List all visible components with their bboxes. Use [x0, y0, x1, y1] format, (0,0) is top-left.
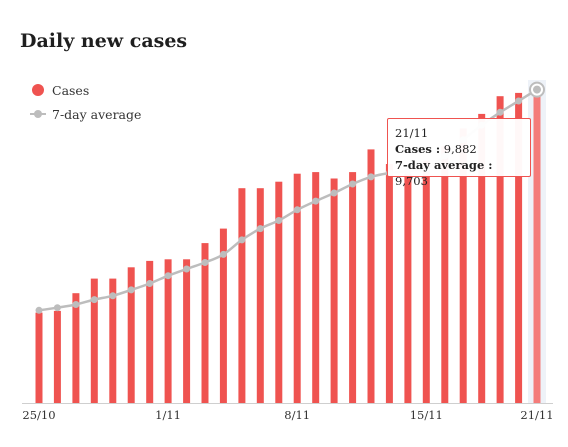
average-point-5/11 — [238, 236, 246, 244]
tooltip-cases-value: 9,882 — [443, 142, 477, 156]
legend-label-average: 7-day average — [52, 106, 142, 122]
average-point-28/10 — [90, 296, 98, 304]
bar-26/10 — [53, 310, 61, 403]
bar-16/11 — [441, 146, 449, 403]
bar-2/11 — [183, 259, 191, 403]
legend-item-cases[interactable]: Cases — [30, 78, 141, 102]
bar-30/10 — [127, 267, 135, 403]
x-tick-label-21/11: 21/11 — [520, 408, 553, 422]
legend-item-average[interactable]: 7-day average — [30, 102, 141, 126]
tooltip-average-label: 7-day average : — [395, 158, 493, 172]
legend-label-cases: Cases — [52, 82, 90, 98]
average-point-8/11 — [293, 206, 301, 214]
average-point-20/11 — [515, 97, 523, 105]
bar-27/10 — [72, 293, 80, 403]
tooltip-cases-row: Cases : 9,882 — [395, 141, 523, 157]
tooltip-average-row: 7-day average : 9,703 — [395, 157, 523, 189]
x-tick-label-1/11: 1/11 — [155, 408, 181, 422]
average-point-26/10 — [53, 304, 61, 312]
bar-17/11 — [459, 128, 467, 403]
bar-14/11 — [404, 173, 412, 403]
tooltip-cases-label: Cases : — [395, 142, 441, 156]
bar-29/10 — [109, 278, 117, 403]
average-point-2/11 — [183, 265, 191, 273]
bar-31/10 — [146, 260, 154, 403]
average-point-10/11 — [330, 189, 338, 197]
bar-1/11 — [164, 259, 172, 403]
average-point-11/11 — [349, 180, 357, 188]
bar-25/10 — [35, 312, 43, 403]
bar-9/11 — [312, 172, 320, 403]
average-point-27/10 — [72, 301, 80, 308]
average-point-7/11 — [275, 217, 283, 224]
tooltip-average-value: 9,703 — [395, 174, 428, 188]
average-point-1/11 — [164, 272, 172, 280]
x-tick-label-25/10: 25/10 — [22, 408, 55, 422]
chart-tooltip: 21/11 Cases : 9,882 7-day average : 9,70… — [387, 118, 531, 188]
bar-6/11 — [256, 188, 264, 403]
x-tick-label-8/11: 8/11 — [284, 408, 310, 422]
tooltip-date: 21/11 — [395, 126, 429, 140]
average-point-29/10 — [109, 292, 117, 300]
average-point-9/11 — [312, 197, 320, 205]
average-point-19/11 — [496, 108, 504, 116]
bar-19/11 — [496, 96, 504, 403]
cases-swatch-icon — [32, 84, 44, 96]
average-point-12/11 — [367, 173, 375, 181]
bar-12/11 — [367, 149, 375, 403]
bar-28/10 — [90, 278, 98, 403]
average-point-30/10 — [127, 286, 135, 294]
average-point-4/11 — [219, 250, 227, 258]
bar-11/11 — [349, 172, 357, 403]
chart-title: Daily new cases — [20, 30, 188, 52]
bar-15/11 — [422, 160, 430, 404]
bar-3/11 — [201, 243, 209, 403]
average-swatch-icon — [30, 108, 46, 120]
average-point-21/11 — [533, 85, 541, 94]
bar-7/11 — [275, 181, 283, 403]
bar-10/11 — [330, 178, 338, 403]
bar-13/11 — [385, 164, 393, 403]
bar-5/11 — [238, 188, 246, 403]
average-point-6/11 — [256, 225, 264, 233]
bar-20/11 — [515, 92, 523, 404]
chart-legend: Cases 7-day average — [30, 78, 141, 126]
average-point-3/11 — [201, 259, 209, 266]
bar-21/11 — [533, 83, 541, 404]
x-tick-label-15/11: 15/11 — [410, 408, 443, 422]
bar-18/11 — [478, 113, 486, 404]
average-point-25/10 — [35, 306, 43, 314]
bar-4/11 — [219, 228, 227, 403]
average-point-31/10 — [146, 280, 154, 287]
bar-8/11 — [293, 173, 301, 403]
